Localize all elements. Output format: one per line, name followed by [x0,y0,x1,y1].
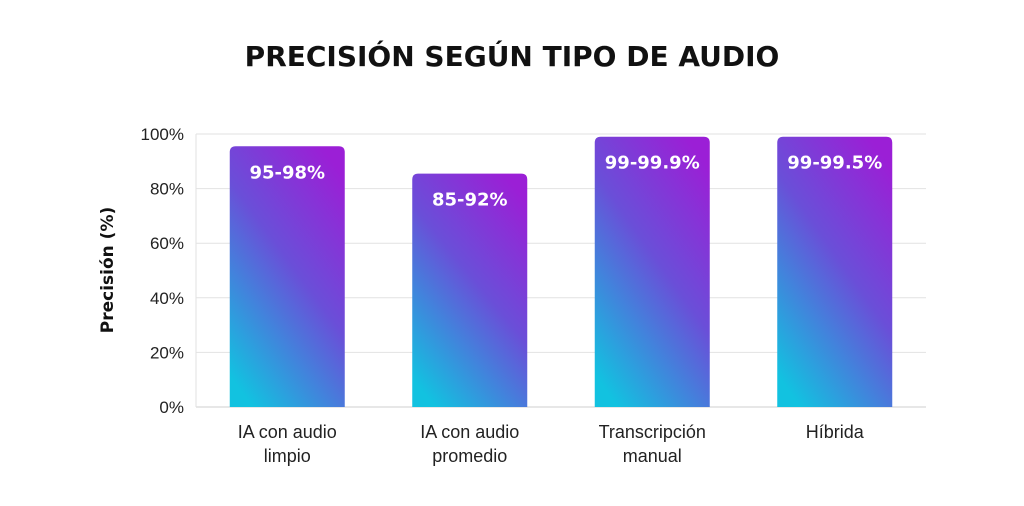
x-tick-label: Transcripción [599,422,706,442]
x-tick-label: manual [623,446,682,466]
x-tick-label: IA con audio [238,422,337,442]
y-tick-label: 40% [150,289,184,308]
y-tick-label: 60% [150,234,184,253]
y-tick-label: 0% [159,398,184,417]
chart-title: PRECISIÓN SEGÚN TIPO DE AUDIO [245,39,780,73]
data-label: 85-92% [432,190,508,211]
x-tick-label: limpio [264,446,311,466]
data-label: 99-99.5% [787,153,882,174]
x-tick-label: Híbrida [806,422,865,442]
y-tick-label: 20% [150,343,184,362]
y-tick-label: 80% [150,180,184,199]
bar [594,136,710,408]
y-axis-label: Precisión (%) [98,207,118,334]
y-tick-label: 100% [141,125,184,144]
bar [229,146,345,407]
bar [777,136,893,408]
data-label: 95-98% [249,162,325,183]
x-tick-label: promedio [432,446,507,466]
data-label: 99-99.9% [605,153,700,174]
x-tick-label: IA con audio [420,422,519,442]
bar [412,173,528,407]
